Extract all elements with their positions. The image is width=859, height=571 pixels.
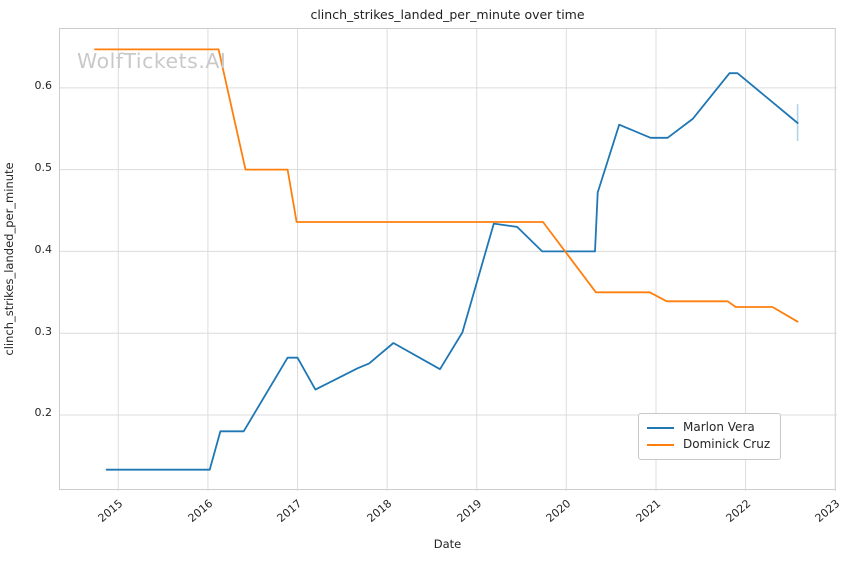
x-tick-label-2020: 2020 (543, 497, 574, 525)
series-line-dominick-cruz (94, 48, 799, 323)
x-tick-label-2022: 2022 (723, 497, 753, 525)
legend-line-swatch-dominick-cruz (647, 443, 674, 446)
legend: Marlon Vera Dominick Cruz (638, 413, 782, 460)
x-tick-label-2023: 2023 (812, 497, 843, 525)
y-tick-label-0.5: 0.5 (34, 161, 53, 175)
y-tick-label-0.3: 0.3 (34, 324, 53, 338)
x-tick-label-2019: 2019 (454, 497, 485, 525)
legend-item-dominick-cruz: Dominick Cruz (647, 436, 770, 453)
x-axis-label: Date (433, 537, 462, 551)
legend-item-marlon-vera: Marlon Vera (647, 419, 770, 436)
chart-title: clinch_strikes_landed_per_minute over ti… (310, 7, 585, 22)
series-line-marlon-vera (105, 72, 799, 471)
x-tick-label-2021: 2021 (633, 497, 664, 525)
x-tick-label-2016: 2016 (185, 497, 216, 525)
x-tick-label-2017: 2017 (275, 497, 305, 525)
y-tick-label-0.2: 0.2 (34, 406, 53, 420)
legend-line-swatch-marlon-vera (647, 426, 674, 429)
y-axis-label: clinch_strikes_landed_per_minute (2, 162, 16, 356)
x-tick-label-2018: 2018 (364, 497, 395, 525)
y-tick-label-0.6: 0.6 (34, 79, 53, 93)
legend-label-marlon-vera: Marlon Vera (683, 420, 755, 434)
y-tick-label-0.4: 0.4 (34, 242, 53, 256)
watermark: WolfTickets.AI (77, 49, 227, 73)
legend-label-dominick-cruz: Dominick Cruz (683, 437, 771, 451)
plot-area: WolfTickets.AI (59, 28, 837, 491)
x-tick-label-2015: 2015 (95, 497, 126, 525)
